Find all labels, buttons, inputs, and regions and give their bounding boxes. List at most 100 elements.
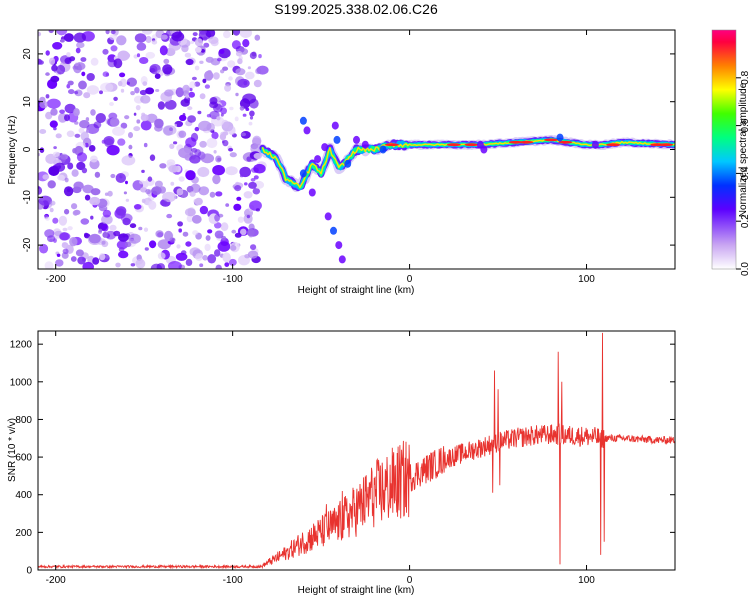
spectrogram-noise-blob [59,109,65,114]
spectrogram-noise-blob [223,30,231,39]
spectrogram-noise-blob [45,216,50,221]
spectrogram-noise-blob [128,233,141,244]
spectrogram-blob [308,188,316,197]
spectrogram-noise-blob [102,209,112,218]
spectrogram-blob [324,212,332,221]
spectrogram-noise-blob [53,126,57,131]
spectrogram-noise-blob [199,60,204,64]
spectrogram-noise-blob [234,232,242,238]
spectrogram-noise-blob [173,141,178,145]
spectrogram-noise-blob [47,235,56,243]
snr-xtick-label: 100 [578,575,595,586]
spectrogram-noise-blob [99,90,103,95]
snr-ytick-label: 800 [15,415,32,426]
spectrogram-noise-blob [99,253,106,261]
spectrogram-noise-blob [61,242,69,249]
spectrogram-noise-blob [169,237,176,243]
spectrogram-noise-blob [138,226,143,231]
spectrogram-noise-blob [112,126,125,136]
colorbar: 0.0 0.2 0.4 0.6 0.8 Normalized spectral ampl… [711,29,750,276]
spectrogram-noise-blob [154,118,164,129]
snr-xlabel: Height of straight line (km) [298,585,415,596]
spectrogram-noise-blob [160,34,168,40]
spectrogram-noise-blob [204,84,210,89]
spectrogram-noise-blob [205,30,216,38]
spectrogram-ytick-label: 10 [22,96,33,108]
spectrogram-noise-blob [185,137,197,148]
spectrogram-noise-blob [125,180,128,185]
spectrogram-noise-blob [80,57,87,62]
spectrogram-noise-blob [47,180,56,189]
spectrogram-noise-blob [66,188,71,193]
spectrogram-noise-blob [185,241,192,247]
spectrogram-noise-blob [113,58,123,69]
spectrogram-noise-blob [56,253,61,257]
spectrogram-noise-blob [56,64,66,75]
spectrogram-noise-blob [186,185,194,193]
spectrogram-noise-blob [202,254,208,261]
spectrogram-noise-blob [222,139,229,147]
spectrogram-noise-blob [199,93,206,100]
spectrogram-noise-blob [84,194,91,201]
spectrogram-noise-blob [150,263,162,269]
spectrogram-noise-blob [50,75,60,83]
spectrogram-noise-blob [139,57,149,64]
spectrogram-noise-blob [167,261,182,269]
spectrogram-noise-blob [39,100,48,109]
spectrogram-noise-blob [184,52,192,58]
spectrogram-noise-blob [89,196,101,206]
spectrogram-noise-blob [44,261,54,269]
spectrogram-noise-blob [82,184,94,194]
spectrogram-noise-blob [134,87,140,94]
spectrogram-noise-blob [185,58,194,66]
spectrogram-noise-blob [88,145,96,152]
spectrogram-noise-blob [149,240,157,249]
spectrogram-noise-blob [214,214,221,222]
spectrogram-noise-blob [204,243,211,252]
spectrogram-noise-blob [178,228,182,233]
spectrogram-noise-blob [110,173,116,179]
spectrogram-noise-blob [73,181,84,190]
spectrogram-noise-blob [94,171,101,178]
spectrogram-noise-blob [258,54,262,59]
spectrogram-noise-blob [253,175,259,180]
spectrogram-noise-blob [255,208,260,212]
spectrogram-noise-blob [159,199,168,206]
spectrogram-noise-blob [49,207,54,213]
spectrogram-noise-blob [194,46,202,53]
snr-ytick-label: 1200 [10,340,33,351]
spectrogram-noise-blob [186,215,194,223]
spectrogram-noise-blob [151,186,162,196]
spectrogram-noise-blob [79,120,90,129]
spectrogram-noise-blob [77,256,86,265]
spectrogram-noise-blob [141,198,146,203]
spectrogram-noise-blob [192,32,198,37]
spectrogram-noise-blob [52,217,59,224]
spectrogram-noise-blob [142,81,148,86]
spectrogram-noise-blob [140,114,149,122]
spectrogram-noise-blob [205,235,211,241]
spectrogram-noise-blob [200,153,215,164]
spectrogram-noise-blob [155,230,164,238]
spectrogram-noise-blob [38,186,43,195]
spectrogram-noise-blob [248,181,257,189]
spectrogram-noise-blob [222,66,229,71]
spectrogram-noise-blob [215,264,222,269]
spectrogram-noise-blob [237,78,250,88]
spectrogram-noise-blob [178,130,187,138]
spectrogram-noise-blob [71,169,79,177]
spectrogram-noise-blob [52,42,63,50]
spectrogram-noise-blob [214,249,221,257]
spectrogram-noise-blob [76,152,88,163]
colorbar-tick-label: 0.4 [740,166,750,180]
spectrogram-noise-blob [250,244,257,251]
spectrogram-xtick-label: -200 [46,274,66,285]
spectrogram-noise-blob [101,214,113,225]
spectrogram-noise-blob [199,205,209,215]
spectrogram-noise-blob [194,65,200,71]
spectrogram-blob [361,140,369,149]
spectrogram-noise-blob [101,240,106,245]
spectrogram-noise-blob [213,72,220,80]
spectrogram-noise-blob [244,182,248,186]
